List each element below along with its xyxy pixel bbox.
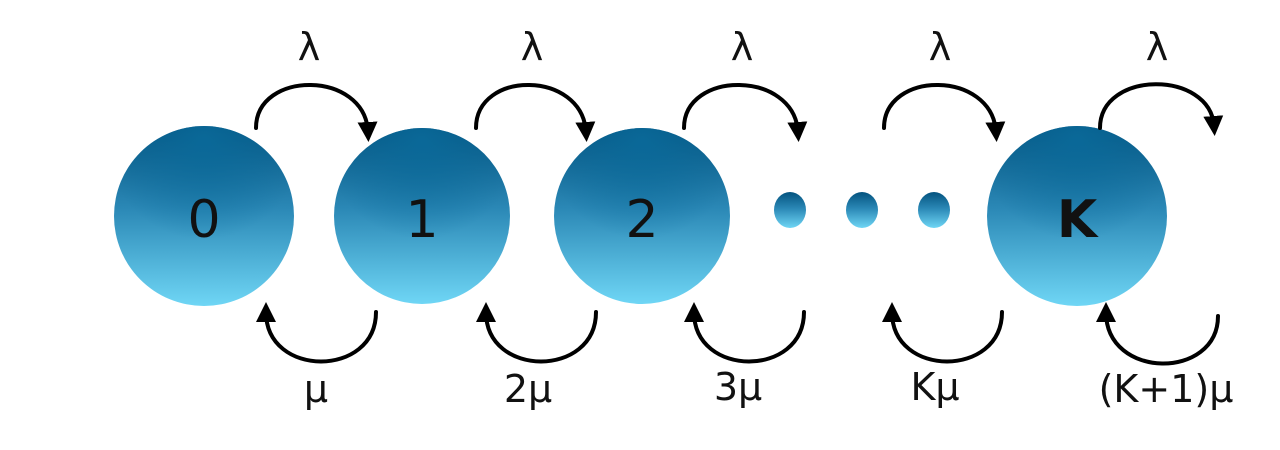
state-label-1: 1 (405, 190, 438, 250)
state-label-k: K (1057, 190, 1099, 250)
ellipsis-dots (774, 192, 950, 228)
ellipsis-dot-3 (918, 192, 950, 228)
service-rate-labels: μ 2μ 3μ Kμ (K+1)μ (304, 365, 1233, 411)
arrival-rate-label-1: λ (298, 25, 321, 69)
arrival-rate-labels: λ λ λ λ λ (298, 25, 1169, 69)
service-arcs (256, 302, 1220, 366)
service-rate-label-3: 3μ (714, 365, 762, 409)
service-arrow-2-1 (476, 302, 598, 364)
service-rate-label-5: (K+1)μ (1099, 367, 1234, 411)
service-rate-label-2: 2μ (504, 367, 552, 411)
arrival-arrow-2-dots (682, 83, 808, 142)
arrival-arrow-k-out (1098, 82, 1224, 136)
state-node-k: K (987, 126, 1167, 306)
service-rate-label-4: Kμ (910, 365, 959, 409)
service-arrow-1-0 (256, 302, 378, 364)
service-rate-label-1: μ (304, 367, 328, 411)
service-arrow-k-dots (882, 302, 1004, 364)
arrival-rate-label-2: λ (521, 25, 544, 69)
state-node-2: 2 (554, 128, 730, 304)
state-node-0: 0 (114, 126, 294, 306)
ellipsis-dot-2 (846, 192, 878, 228)
arrival-arcs (254, 82, 1224, 142)
arrival-rate-label-3: λ (731, 25, 754, 69)
service-arrow-dots-2 (684, 302, 806, 364)
arrival-arrow-0-1 (254, 83, 378, 142)
ellipsis-dot-1 (774, 192, 806, 228)
arrival-rate-label-4: λ (929, 25, 952, 69)
state-label-0: 0 (187, 190, 220, 250)
arrival-arrow-dots-k (882, 83, 1006, 142)
state-node-1: 1 (334, 128, 510, 304)
service-arrow-out-k (1096, 302, 1220, 366)
arrival-rate-label-5: λ (1146, 25, 1169, 69)
arrival-arrow-1-2 (474, 83, 596, 142)
state-label-2: 2 (625, 190, 658, 250)
